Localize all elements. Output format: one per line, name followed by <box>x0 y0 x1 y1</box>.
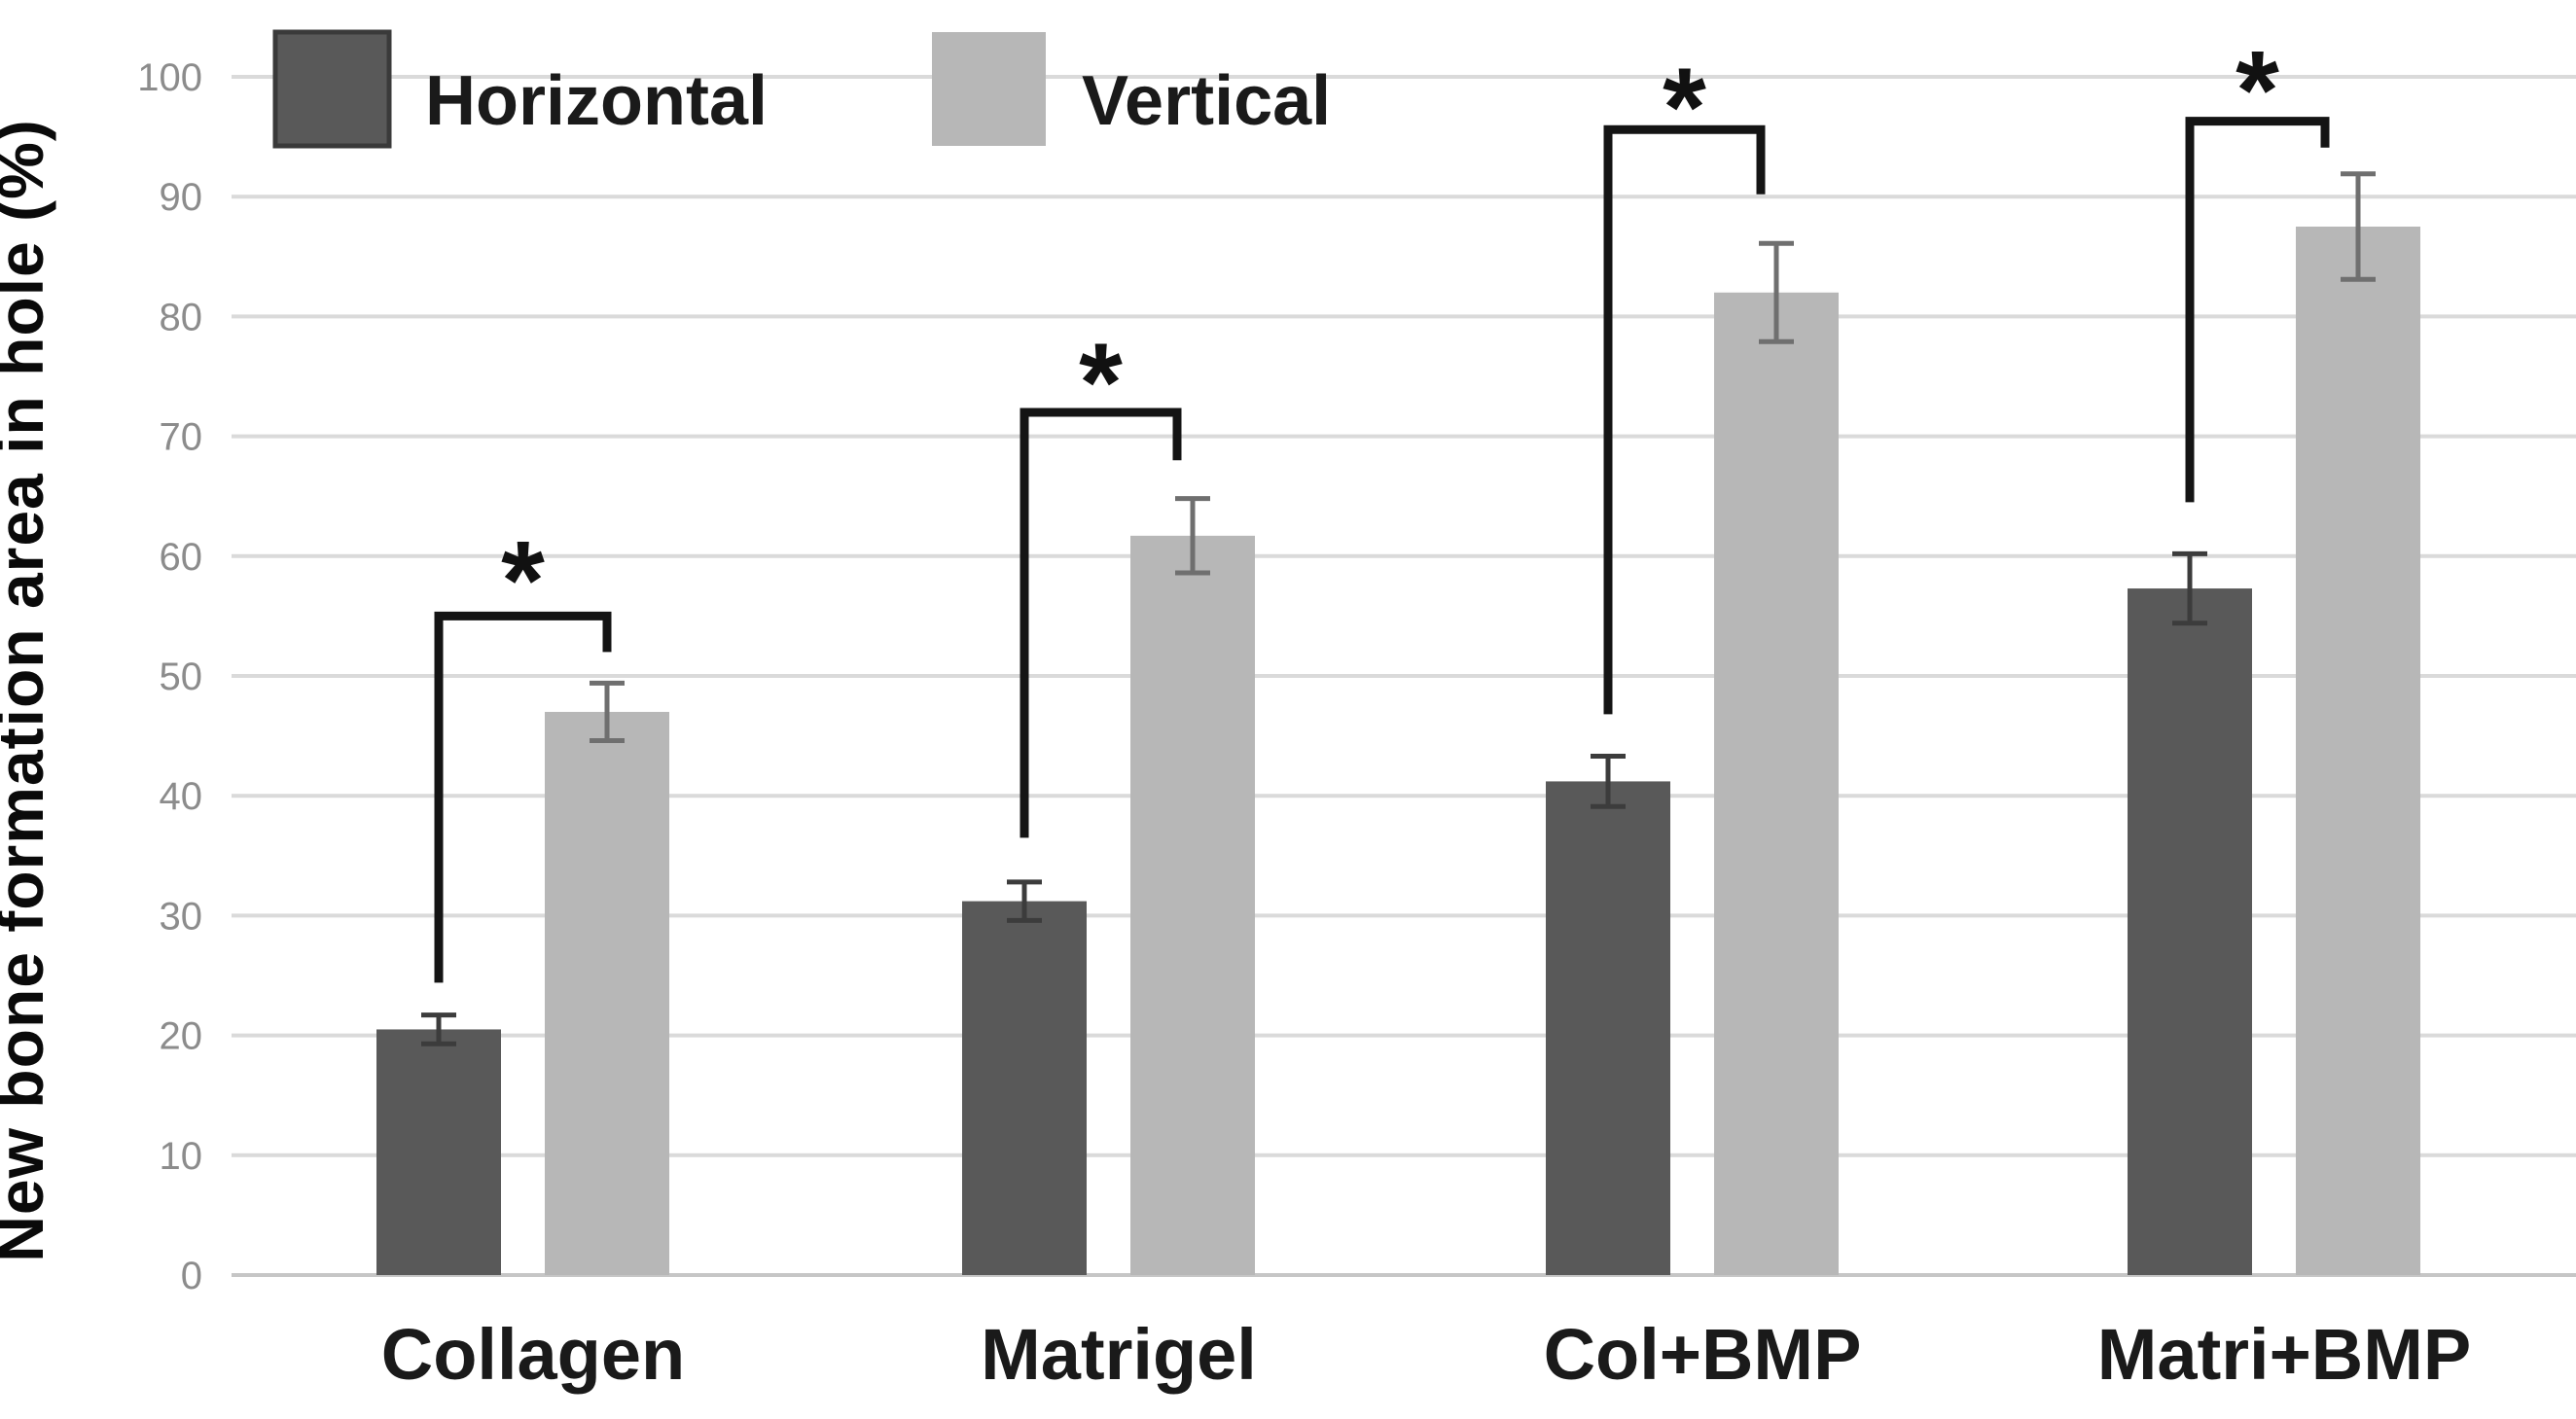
significance-layer: * * * * <box>434 29 2330 983</box>
ytick-label-20: 20 <box>160 1015 203 1058</box>
error-bar-horizontal-col+bmp <box>1591 754 1626 809</box>
legend-swatch-vertical <box>932 32 1046 146</box>
sig-star-collagen: * <box>501 518 545 643</box>
bar-horizontal-col+bmp <box>1546 781 1670 1275</box>
sig-star-matri+bmp: * <box>2236 29 2279 154</box>
ytick-label-100: 100 <box>137 56 202 99</box>
error-bar-vertical-matri+bmp <box>2341 171 2376 282</box>
category-label-matrigel: Matrigel <box>981 1314 1257 1395</box>
bar-horizontal-matri+bmp <box>2128 588 2252 1275</box>
bar-vertical-col+bmp <box>1714 292 1839 1275</box>
error-bar-vertical-collagen <box>590 680 625 744</box>
ytick-label-80: 80 <box>160 296 203 338</box>
error-bar-horizontal-matrigel <box>1007 879 1042 923</box>
bar-vertical-collagen <box>545 711 669 1275</box>
bar-vertical-matrigel <box>1130 535 1255 1275</box>
category-label-collagen: Collagen <box>381 1314 685 1395</box>
error-bar-horizontal-collagen <box>421 1012 456 1047</box>
error-bar-vertical-matrigel <box>1175 496 1210 576</box>
error-bar-horizontal-matri+bmp <box>2172 550 2207 626</box>
error-bar-vertical-col+bmp <box>1759 240 1794 344</box>
bar-horizontal-collagen <box>376 1029 501 1275</box>
axis-labels-layer: 0 10 20 30 40 50 60 70 80 90 100 Collagen Matrigel Co… <box>0 56 2471 1395</box>
category-label-matri+bmp: Matri+BMP <box>2097 1314 2471 1395</box>
y-axis-title: New bone formation area in hole (%) <box>0 119 56 1261</box>
ytick-label-0: 0 <box>181 1255 202 1297</box>
legend-label-vertical: Vertical <box>1082 62 1331 140</box>
ytick-label-60: 60 <box>160 536 203 579</box>
ytick-label-10: 10 <box>160 1135 203 1178</box>
legend: Horizontal Vertical <box>272 29 1331 149</box>
bars-layer <box>376 227 2420 1275</box>
bar-vertical-matri+bmp <box>2296 227 2420 1275</box>
sig-bracket-col+bmp <box>1603 124 1766 715</box>
sig-bracket-collagen <box>434 611 612 983</box>
ytick-label-50: 50 <box>160 656 203 698</box>
error-bars-layer <box>421 171 2376 1047</box>
ytick-label-40: 40 <box>160 775 203 818</box>
category-label-col+bmp: Col+BMP <box>1544 1314 1862 1395</box>
sig-star-matrigel: * <box>1079 321 1123 445</box>
sig-star-col+bmp: * <box>1663 46 1706 170</box>
sig-bracket-matrigel <box>1020 408 1182 838</box>
legend-label-horizontal: Horizontal <box>425 62 768 140</box>
legend-swatch-horizontal <box>272 29 392 149</box>
ytick-label-90: 90 <box>160 176 203 219</box>
ytick-label-30: 30 <box>160 895 203 938</box>
sig-bracket-matri+bmp <box>2185 117 2330 503</box>
bar-horizontal-matrigel <box>962 901 1087 1275</box>
ytick-label-70: 70 <box>160 416 203 459</box>
